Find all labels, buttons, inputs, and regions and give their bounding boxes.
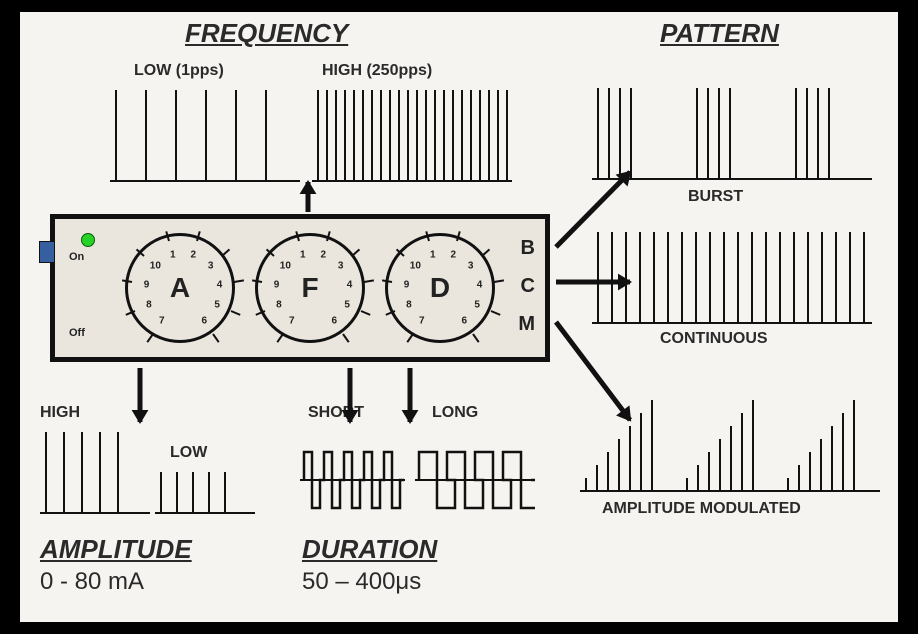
label-dur-short: SHORT — [308, 404, 364, 422]
title-amplitude: AMPLITUDE — [40, 534, 192, 565]
label-freq-high: HIGH (250pps) — [322, 62, 432, 80]
dial-duration[interactable]: D 78910123456 — [385, 233, 495, 343]
device-panel: On Off A 78910123456 F 78910123456 D 789… — [50, 214, 550, 362]
label-amp-low: LOW — [170, 444, 207, 462]
label-burst: BURST — [688, 188, 743, 206]
title-duration: DURATION — [302, 534, 437, 565]
title-frequency: FREQUENCY — [185, 18, 348, 49]
mode-m[interactable]: M — [518, 313, 535, 336]
dial-amplitude[interactable]: A 78910123456 — [125, 233, 235, 343]
label-freq-low: LOW (1pps) — [134, 62, 224, 80]
range-amplitude: 0 - 80 mA — [40, 568, 144, 596]
range-duration: 50 – 400μs — [302, 568, 421, 596]
jack-icon — [39, 241, 55, 263]
label-am: AMPLITUDE MODULATED — [602, 500, 801, 518]
dial-letter: A — [170, 272, 190, 304]
label-amp-high: HIGH — [40, 404, 80, 422]
title-pattern: PATTERN — [660, 18, 779, 49]
diagram-canvas: FREQUENCY PATTERN AMPLITUDE DURATION LOW… — [20, 12, 898, 622]
mode-b[interactable]: B — [521, 237, 535, 260]
dial-letter: F — [301, 272, 318, 304]
power-led-icon — [81, 233, 95, 247]
dial-frequency[interactable]: F 78910123456 — [255, 233, 365, 343]
dial-letter: D — [430, 272, 450, 304]
label-on: On — [69, 251, 84, 263]
label-dur-long: LONG — [432, 404, 478, 422]
label-off: Off — [69, 327, 85, 339]
label-continuous: CONTINUOUS — [660, 330, 768, 348]
mode-c[interactable]: C — [521, 275, 535, 298]
